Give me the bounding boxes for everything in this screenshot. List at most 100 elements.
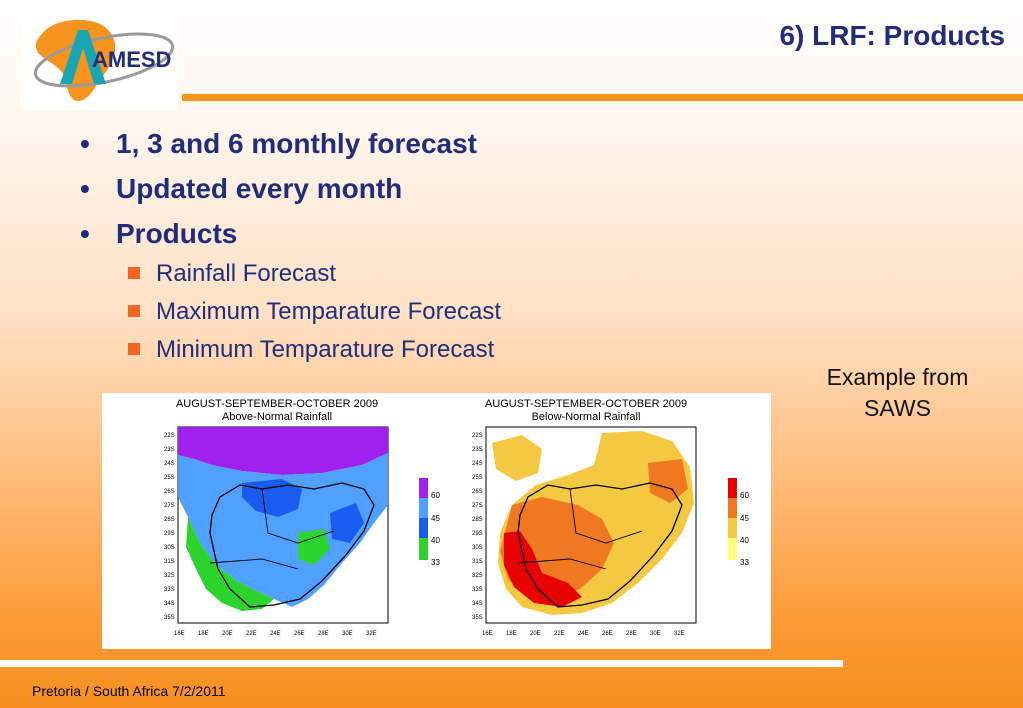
legend-swatch: [419, 478, 428, 498]
sub-bullet-item: Maximum Temparature Forecast: [128, 296, 501, 334]
caption-line: Example from: [826, 364, 969, 390]
legend-swatch: [419, 518, 428, 538]
bullet-label: Updated every month: [116, 173, 403, 204]
svg-text:28S: 28S: [164, 517, 175, 523]
caption-line: SAWS: [864, 395, 931, 421]
svg-text:22E: 22E: [246, 631, 257, 637]
sub-bullet-label: Minimum Temparature Forecast: [156, 336, 495, 363]
legend-label: 40: [740, 536, 749, 545]
svg-text:23S: 23S: [472, 447, 483, 453]
legend-swatch: [419, 538, 428, 560]
bullet-item: • 1, 3 and 6 monthly forecast: [80, 124, 477, 169]
svg-text:25S: 25S: [164, 475, 175, 481]
bullet-label: 1, 3 and 6 monthly forecast: [116, 128, 477, 159]
svg-text:22S: 22S: [164, 433, 175, 439]
svg-text:30E: 30E: [650, 631, 661, 637]
svg-text:32S: 32S: [164, 573, 175, 579]
y-axis-ticks: 22S 23S 24S 25S 26S 27S 28S 29S 30S 31S …: [164, 433, 175, 621]
svg-text:24E: 24E: [270, 631, 281, 637]
below-normal-rainfall-map: AUGUST-SEPTEMBER-OCTOBER 2009 Below-Norm…: [472, 398, 749, 637]
svg-text:29S: 29S: [472, 531, 483, 537]
svg-text:22S: 22S: [472, 433, 483, 439]
svg-text:34S: 34S: [164, 601, 175, 607]
map-subtitle: Below-Normal Rainfall: [532, 411, 641, 423]
svg-text:24E: 24E: [578, 631, 589, 637]
svg-text:20E: 20E: [222, 631, 233, 637]
svg-text:28E: 28E: [318, 631, 329, 637]
svg-text:27S: 27S: [164, 503, 175, 509]
sub-bullet-label: Rainfall Forecast: [156, 260, 337, 287]
map-title: AUGUST-SEPTEMBER-OCTOBER 2009: [176, 398, 378, 410]
svg-text:29S: 29S: [164, 531, 175, 537]
map-title: AUGUST-SEPTEMBER-OCTOBER 2009: [485, 398, 687, 410]
x-axis-ticks: 16E 18E 20E 22E 24E 26E 28E 30E 32E: [174, 631, 377, 637]
x-axis-ticks: 16E 18E 20E 22E 24E 26E 28E 30E 32E: [482, 631, 685, 637]
square-bullet-icon: [128, 305, 140, 317]
map-region: [178, 427, 388, 475]
svg-text:27S: 27S: [472, 503, 483, 509]
footer-divider: [0, 660, 843, 667]
svg-text:32S: 32S: [472, 573, 483, 579]
svg-text:16E: 16E: [174, 631, 185, 637]
square-bullet-icon: [128, 343, 140, 355]
svg-text:32E: 32E: [674, 631, 685, 637]
svg-text:28E: 28E: [626, 631, 637, 637]
svg-text:26E: 26E: [294, 631, 305, 637]
above-normal-rainfall-map: AUGUST-SEPTEMBER-OCTOBER 2009 Above-Norm…: [164, 398, 440, 637]
logo-text: AMESD: [92, 47, 171, 72]
bullet-dot-icon: •: [80, 218, 90, 249]
map-region: [178, 453, 388, 607]
svg-text:35S: 35S: [164, 615, 175, 621]
y-axis-ticks: 22S 23S 24S 25S 26S 27S 28S 29S 30S 31S …: [472, 433, 483, 621]
svg-text:30S: 30S: [472, 545, 483, 551]
map-region: [298, 529, 330, 565]
legend-swatch: [728, 478, 737, 498]
legend-label: 45: [740, 514, 749, 523]
svg-text:24S: 24S: [472, 461, 483, 467]
svg-text:32E: 32E: [366, 631, 377, 637]
svg-text:26E: 26E: [602, 631, 613, 637]
svg-text:26S: 26S: [164, 489, 175, 495]
svg-text:31S: 31S: [164, 559, 175, 565]
legend-label: 33: [431, 558, 440, 567]
svg-text:30S: 30S: [164, 545, 175, 551]
map-region: [186, 517, 274, 611]
page-title: 6) LRF: Products: [779, 20, 1005, 51]
svg-text:23S: 23S: [164, 447, 175, 453]
legend-label: 45: [431, 514, 440, 523]
svg-text:33S: 33S: [164, 587, 175, 593]
legend-swatch: [728, 538, 737, 560]
svg-text:35S: 35S: [472, 615, 483, 621]
map-region: [330, 503, 364, 543]
amesd-logo: AMESD: [22, 12, 178, 110]
bullet-item: • Updated every month: [80, 169, 477, 214]
map-region: [492, 435, 542, 481]
footer-text: Pretoria / South Africa 7/2/2011: [32, 683, 226, 699]
header-divider: [182, 94, 1023, 101]
bullet-item: • Products: [80, 214, 477, 259]
legend-label: 33: [740, 558, 749, 567]
map-subtitle: Above-Normal Rainfall: [222, 411, 332, 423]
svg-text:31S: 31S: [472, 559, 483, 565]
svg-text:33S: 33S: [472, 587, 483, 593]
sub-bullet-item: Minimum Temparature Forecast: [128, 334, 501, 372]
sub-bullet-item: Rainfall Forecast: [128, 258, 501, 296]
svg-text:34S: 34S: [472, 601, 483, 607]
square-bullet-icon: [128, 267, 140, 279]
svg-text:22E: 22E: [554, 631, 565, 637]
legend-swatch: [728, 518, 737, 538]
svg-text:24S: 24S: [164, 461, 175, 467]
forecast-maps-image: AUGUST-SEPTEMBER-OCTOBER 2009 Above-Norm…: [102, 393, 771, 649]
svg-text:18E: 18E: [198, 631, 209, 637]
svg-text:18E: 18E: [506, 631, 517, 637]
svg-text:16E: 16E: [482, 631, 493, 637]
legend-swatch: [419, 498, 428, 518]
legend-label: 40: [431, 536, 440, 545]
map-region: [648, 459, 688, 503]
map-region: [504, 531, 582, 607]
svg-text:26S: 26S: [472, 489, 483, 495]
sub-bullet-label: Maximum Temparature Forecast: [156, 298, 501, 325]
svg-text:25S: 25S: [472, 475, 483, 481]
main-bullet-list: • 1, 3 and 6 monthly forecast • Updated ev…: [80, 124, 477, 259]
product-sub-list: Rainfall Forecast Maximum Temparature Fo…: [128, 258, 501, 372]
